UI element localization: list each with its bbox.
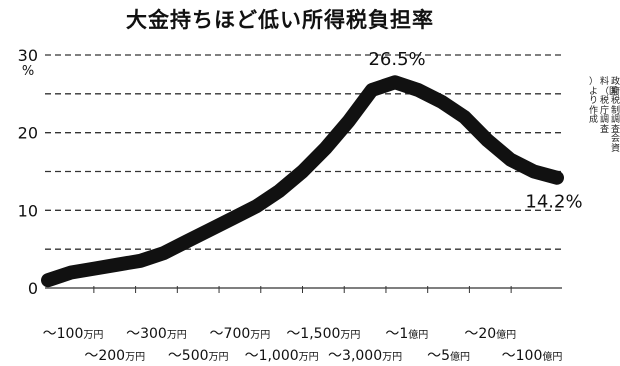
x-tick-label: 〜1,500万円 [286, 326, 360, 342]
y-tick-label: 20 [18, 124, 38, 143]
chart-title: 大金持ちほど低い所得税負担率 [126, 8, 434, 32]
x-tick-label: 〜1億円 [385, 326, 428, 342]
x-tick-label: 〜3,000万円 [328, 348, 402, 364]
y-tick-label: 10 [18, 201, 38, 220]
x-tick-label: 〜1,000万円 [245, 348, 319, 364]
x-tick-label: 〜100万円 [43, 326, 104, 342]
x-tick-label: 〜100億円 [502, 348, 563, 364]
y-axis-unit: % [22, 64, 34, 79]
y-tick-label: 0 [28, 279, 38, 298]
source-text-col-1: 政府税制調査会資 [611, 77, 620, 154]
x-tick-label: 〜700万円 [210, 326, 271, 342]
series-line-tax-rate [41, 75, 564, 288]
x-tick-label: 〜5億円 [427, 348, 470, 364]
x-tick-label: 〜20億円 [464, 326, 516, 342]
source-text-col-2: 料（国税庁調査 [600, 77, 619, 135]
end-value-label: 14.2% [525, 192, 582, 213]
peak-value-label: 26.5% [368, 49, 425, 70]
source-text-col-3: ）より作成 [589, 77, 599, 125]
x-tick-label: 〜200万円 [84, 348, 145, 364]
x-tick-label: 〜300万円 [126, 326, 187, 342]
y-tick-label: 30 [18, 46, 38, 65]
x-tick-label: 〜500万円 [168, 348, 229, 364]
